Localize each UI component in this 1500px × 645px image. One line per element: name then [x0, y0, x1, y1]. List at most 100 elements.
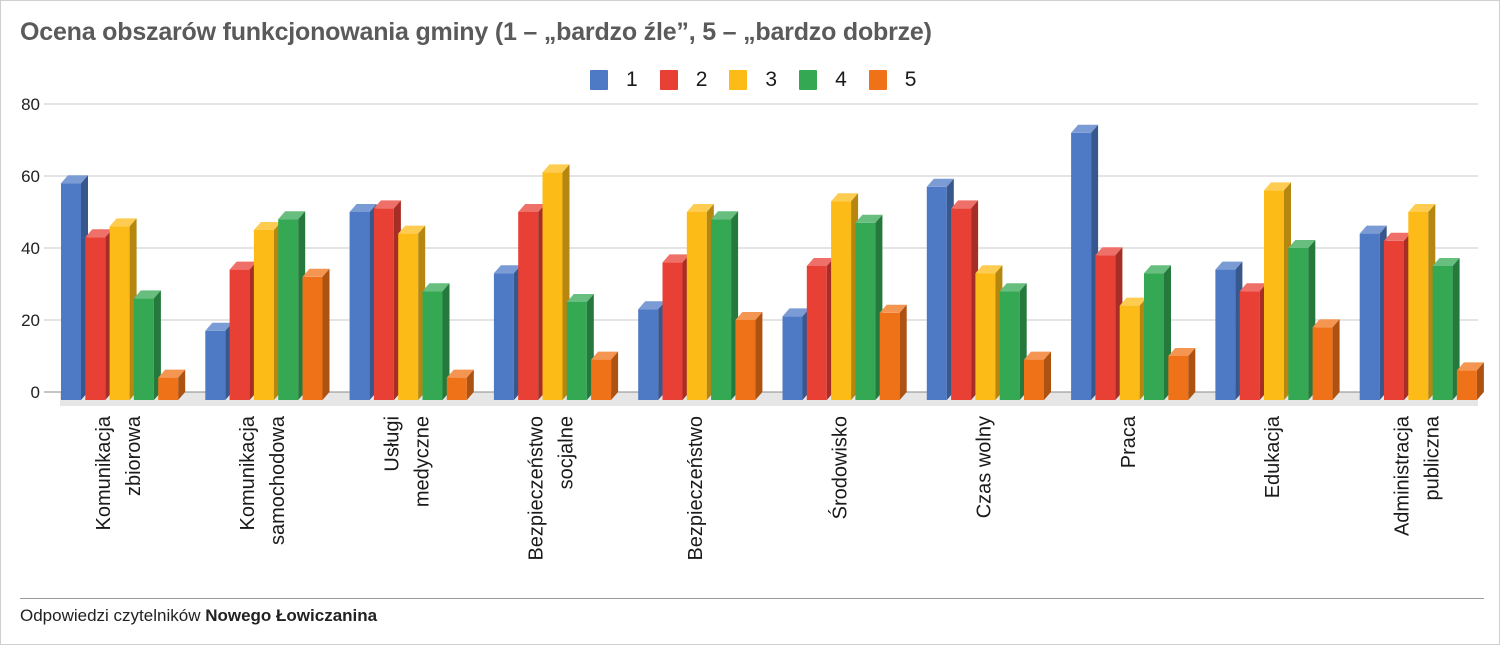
bar-top: [735, 312, 763, 320]
bar-front: [855, 222, 876, 400]
bar-front: [158, 377, 179, 400]
bar: [711, 211, 739, 400]
bar-top: [951, 200, 979, 209]
bar: [302, 268, 330, 400]
legend-label: 4: [835, 68, 847, 91]
bar-front: [518, 212, 539, 400]
chart-title: Ocena obszarów funkcjonowania gminy (1 –…: [20, 18, 932, 46]
bar-front: [1264, 190, 1284, 400]
bar: [566, 294, 594, 400]
bar-top: [926, 178, 954, 187]
bar: [999, 283, 1027, 400]
bar-front: [1456, 370, 1477, 400]
legend-item-4: 4: [799, 68, 847, 92]
bar-top: [518, 204, 546, 212]
legend-label: 2: [695, 68, 708, 91]
bar-front: [1071, 132, 1092, 401]
bar: [1312, 319, 1340, 400]
bar-side: [153, 290, 161, 400]
bar-front: [278, 219, 299, 400]
bar-top: [422, 283, 450, 292]
bar-front: [422, 291, 443, 400]
bar-top: [133, 290, 161, 299]
bar-top: [109, 218, 137, 227]
bar: [398, 225, 426, 400]
footer-brand: Nowego Łowiczanina: [205, 606, 378, 625]
legend-item-1: 1: [590, 68, 638, 92]
x-tick-label: Administracja: [1391, 415, 1413, 536]
bar: [1384, 232, 1411, 400]
bar-top: [782, 308, 810, 317]
legend-item-5: 5: [868, 68, 916, 92]
bar: [782, 308, 810, 400]
bar-front: [1384, 240, 1404, 400]
bar-top: [686, 204, 714, 212]
bar-front: [638, 309, 659, 400]
bar-top: [1359, 225, 1387, 234]
bar-front: [253, 230, 274, 400]
legend-swatch: [868, 70, 887, 90]
bar: [831, 193, 859, 400]
bar-side: [899, 304, 907, 400]
bar-front: [1239, 291, 1260, 400]
bar-front: [542, 172, 563, 400]
bar: [591, 351, 619, 400]
bar: [133, 290, 161, 400]
bar-front: [806, 266, 827, 400]
bar-top: [806, 258, 834, 266]
bar-front: [1095, 255, 1116, 400]
x-tick-label: Bezpieczeństwo: [685, 416, 707, 561]
x-tick-label: Usługi: [381, 416, 403, 472]
x-tick-label: Komunikacja: [237, 415, 259, 530]
bar: [1119, 297, 1147, 400]
bar-front: [782, 316, 803, 400]
bar: [1071, 124, 1099, 401]
bar: [109, 218, 137, 400]
bar-side: [1452, 258, 1460, 400]
bar: [349, 204, 377, 400]
bar-top: [1071, 124, 1099, 133]
bar-top: [1215, 261, 1243, 270]
legend-swatch: [590, 70, 608, 90]
bar-top: [591, 351, 619, 360]
bar: [1024, 351, 1051, 400]
bar-top: [999, 283, 1027, 292]
bar-front: [879, 312, 900, 400]
bar-top: [398, 225, 426, 234]
bar: [975, 265, 1003, 400]
bar-top: [278, 211, 306, 220]
bar-top: [446, 369, 474, 378]
bar-front: [999, 291, 1020, 400]
bar: [1144, 265, 1171, 400]
x-tick-label: Bezpieczeństwo: [526, 416, 548, 561]
bar-front: [1312, 327, 1333, 400]
bar-front: [302, 276, 323, 400]
bar: [158, 369, 186, 400]
bar-top: [662, 254, 690, 263]
bar-front: [735, 320, 756, 400]
chart-legend: 1 2 3 4 5: [590, 68, 938, 92]
bar-front: [1119, 305, 1140, 400]
bar-top: [349, 204, 377, 212]
bar-top: [229, 261, 257, 270]
footer-prefix: Odpowiedzi czytelników: [20, 606, 201, 625]
x-tick-label: medyczne: [411, 416, 433, 507]
legend-label: 1: [626, 68, 638, 91]
bar-front: [711, 219, 732, 400]
bar-front: [1432, 266, 1453, 400]
bar-side: [1044, 351, 1051, 400]
bar-front: [1024, 359, 1044, 400]
bar-side: [1188, 348, 1196, 400]
footer-source: Odpowiedzi czytelników Nowego Łowiczanin…: [20, 606, 377, 626]
x-tick-label: socjalne: [556, 416, 578, 489]
bar-top: [831, 193, 859, 202]
bar-front: [229, 269, 250, 400]
x-tick-label: Praca: [1118, 415, 1140, 468]
bar: [1456, 362, 1484, 400]
x-tick-label: Edukacja: [1262, 415, 1284, 498]
bar: [926, 178, 954, 400]
legend-item-2: 2: [659, 68, 708, 92]
bar: [879, 304, 907, 400]
bar: [85, 229, 113, 400]
bar-front: [1168, 356, 1189, 400]
